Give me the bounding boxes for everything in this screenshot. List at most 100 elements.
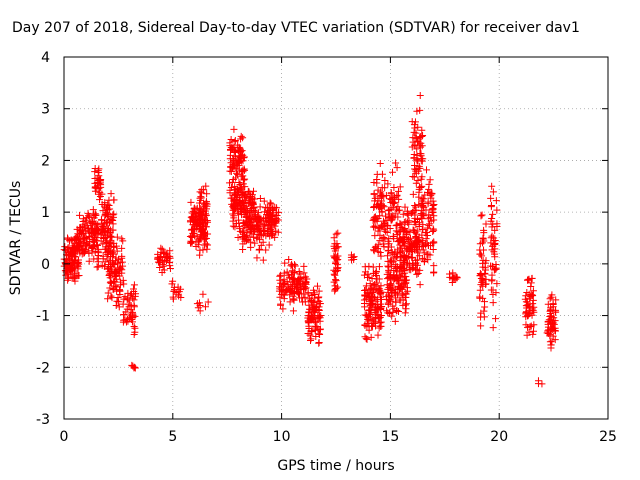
data-point (365, 262, 373, 270)
data-point (383, 295, 391, 303)
data-point (107, 249, 115, 257)
data-point (429, 227, 437, 235)
data-point (107, 292, 115, 300)
data-point (113, 297, 121, 305)
data-point (79, 230, 87, 238)
data-point (272, 227, 280, 235)
data-point (405, 235, 413, 243)
data-point (109, 220, 117, 228)
data-point (477, 322, 485, 330)
data-point (487, 194, 495, 202)
data-point (130, 330, 138, 338)
data-point (488, 271, 496, 279)
data-point (166, 264, 174, 272)
data-point (377, 318, 385, 326)
data-point (116, 287, 124, 295)
data-point (529, 306, 537, 314)
data-point (375, 224, 383, 232)
data-point (276, 293, 284, 301)
data-point (391, 294, 399, 302)
data-point (487, 202, 495, 210)
data-point (415, 141, 423, 149)
data-point (168, 280, 176, 288)
data-point (266, 210, 274, 218)
data-point (479, 235, 487, 243)
data-point (374, 186, 382, 194)
data-point (312, 306, 320, 314)
data-point (362, 282, 370, 290)
data-point (75, 242, 83, 250)
data-point (196, 213, 204, 221)
data-point (332, 230, 340, 238)
data-point (122, 308, 130, 316)
data-point (286, 291, 294, 299)
data-point (84, 212, 92, 220)
data-point (288, 274, 296, 282)
data-point (330, 242, 338, 250)
data-point (303, 275, 311, 283)
data-point (196, 226, 204, 234)
data-point (529, 330, 537, 338)
data-point (249, 200, 257, 208)
data-point (106, 239, 114, 247)
data-point (95, 169, 103, 177)
data-point (91, 225, 99, 233)
data-point (421, 240, 429, 248)
data-point (411, 142, 419, 150)
data-point (418, 200, 426, 208)
data-point (99, 240, 107, 248)
data-point (477, 275, 485, 283)
data-point (288, 267, 296, 275)
data-point (90, 210, 98, 218)
data-point (411, 201, 419, 209)
data-point (115, 255, 123, 263)
data-point (526, 303, 534, 311)
data-point (69, 250, 77, 258)
data-point (489, 324, 497, 332)
data-point (427, 217, 435, 225)
data-point (397, 220, 405, 228)
data-point (425, 185, 433, 193)
data-point (411, 118, 419, 126)
data-point (374, 295, 382, 303)
data-point (261, 208, 269, 216)
data-point (482, 266, 490, 274)
data-point (244, 236, 252, 244)
data-point (189, 221, 197, 229)
data-point (419, 237, 427, 245)
data-point (401, 294, 409, 302)
data-point (293, 281, 301, 288)
data-point (94, 245, 102, 253)
data-point (406, 243, 414, 251)
data-point (186, 233, 194, 241)
data-point (408, 261, 416, 269)
data-point (416, 266, 424, 274)
data-point (430, 212, 438, 220)
data-point (95, 176, 103, 184)
data-point (236, 180, 244, 188)
data-point (527, 279, 535, 287)
data-point (202, 234, 210, 242)
data-point (312, 323, 320, 331)
data-point (118, 235, 126, 243)
data-point (112, 301, 120, 309)
data-point (530, 327, 538, 335)
data-point (113, 233, 121, 241)
data-point (256, 194, 264, 202)
data-point (410, 173, 418, 181)
data-point (266, 225, 274, 233)
data-point (400, 237, 408, 245)
data-point (190, 204, 198, 212)
data-point (166, 252, 174, 260)
data-point (410, 226, 418, 234)
data-point (302, 284, 310, 292)
data-point (93, 182, 101, 190)
data-point (399, 225, 407, 233)
data-point (277, 300, 285, 308)
data-point (106, 240, 114, 248)
data-point (288, 270, 296, 278)
data-point (408, 254, 416, 262)
data-point (305, 312, 313, 320)
data-point (391, 317, 399, 325)
data-point (202, 182, 210, 190)
